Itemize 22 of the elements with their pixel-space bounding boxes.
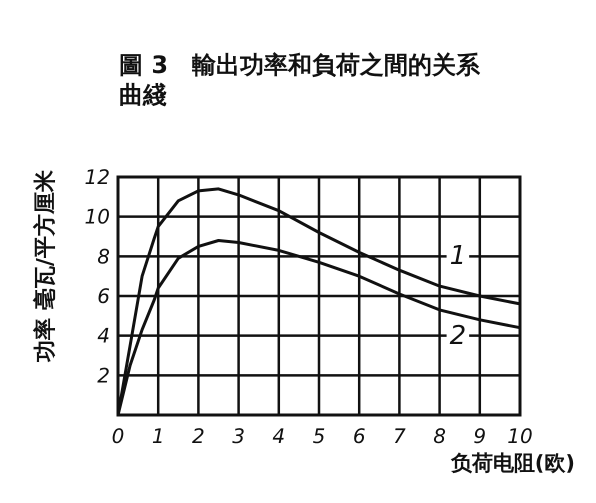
x-tick-label: 7	[393, 424, 406, 448]
x-tick-label: 4	[272, 424, 286, 448]
x-tick-label: 10	[507, 424, 533, 448]
y-tick-label: 2	[97, 363, 110, 388]
title: 圖 3 輸出功率和負荷之間的关系曲綫	[118, 50, 482, 110]
y-tick-label: 12	[84, 165, 110, 189]
y-tick-label: 10	[84, 204, 110, 229]
x-tick-label: 1	[152, 424, 165, 448]
series-label: 1	[450, 241, 466, 272]
x-tick-label: 5	[312, 424, 326, 448]
series-label: 2	[450, 320, 466, 351]
x-tick-label: 9	[473, 424, 486, 448]
x-axis-title: 负荷电阻(欧)	[450, 451, 575, 475]
x-tick-label: 0	[112, 424, 124, 448]
x-tick-label: 8	[433, 424, 446, 448]
x-tick-label: 6	[352, 424, 366, 448]
y-tick-label: 4	[97, 324, 110, 348]
y-tick-label: 6	[97, 284, 110, 308]
x-tick-label: 3	[232, 424, 245, 448]
y-axis-title: 功率 毫瓦/平方厘米	[32, 169, 58, 363]
x-tick-label: 2	[192, 424, 205, 448]
y-tick-label: 8	[97, 244, 110, 268]
